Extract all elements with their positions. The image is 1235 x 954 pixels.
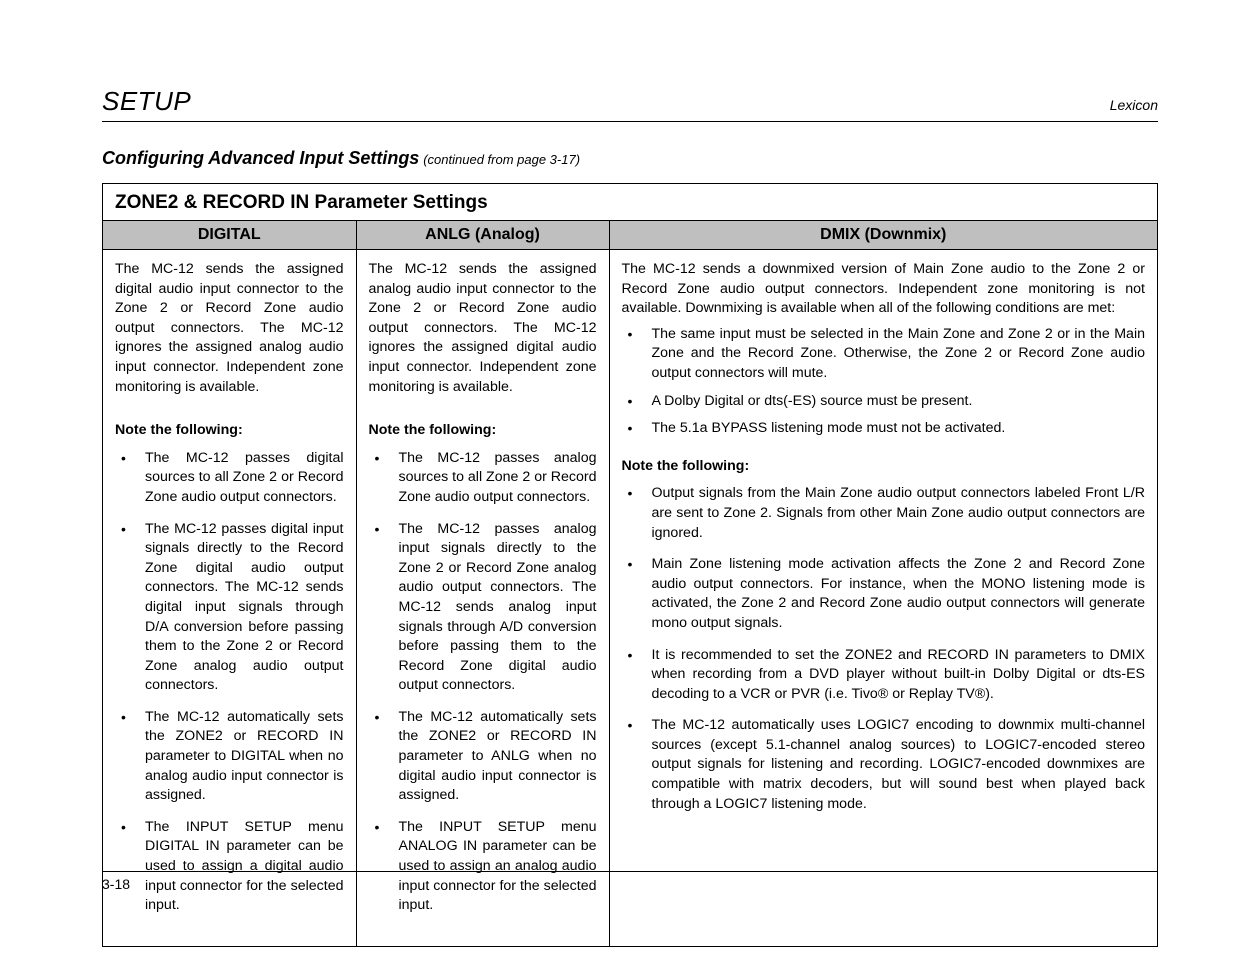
- list-item: The same input must be selected in the M…: [622, 325, 1146, 384]
- col-header-dmix: DMIX (Downmix): [609, 221, 1157, 250]
- dmix-intro: The MC-12 sends a downmixed version of M…: [622, 260, 1146, 319]
- dmix-bullets: Output signals from the Main Zone audio …: [622, 484, 1146, 814]
- settings-table: DIGITAL ANLG (Analog) DMIX (Downmix) The…: [103, 220, 1157, 946]
- cell-analog: The MC-12 sends the assigned analog audi…: [356, 250, 609, 946]
- cell-digital: The MC-12 sends the assigned digital aud…: [103, 250, 356, 946]
- list-item: Main Zone listening mode activation affe…: [622, 555, 1146, 633]
- list-item: The MC-12 automatically sets the ZONE2 o…: [115, 708, 344, 806]
- list-item: The 5.1a BYPASS listening mode must not …: [622, 419, 1146, 439]
- list-item: The MC-12 automatically uses LOGIC7 enco…: [622, 716, 1146, 814]
- col-header-digital: DIGITAL: [103, 221, 356, 250]
- list-item: The MC-12 passes digital input signals d…: [115, 520, 344, 696]
- analog-intro: The MC-12 sends the assigned analog audi…: [369, 260, 597, 397]
- dmix-conditions: The same input must be selected in the M…: [622, 325, 1146, 439]
- list-item: Output signals from the Main Zone audio …: [622, 484, 1146, 543]
- list-item: The MC-12 automatically sets the ZONE2 o…: [369, 708, 597, 806]
- list-item: The INPUT SETUP menu DIGITAL IN paramete…: [115, 818, 344, 916]
- dmix-note-head: Note the following:: [622, 457, 1146, 477]
- list-item: It is recommended to set the ZONE2 and R…: [622, 646, 1146, 705]
- analog-bullets: The MC-12 passes analog sources to all Z…: [369, 449, 597, 916]
- list-item: The INPUT SETUP menu ANALOG IN parameter…: [369, 818, 597, 916]
- subheader: Configuring Advanced Input Settings (con…: [102, 148, 1158, 169]
- brand-label: Lexicon: [1110, 97, 1158, 113]
- list-item: The MC-12 passes digital sources to all …: [115, 449, 344, 508]
- subheader-bold: Configuring Advanced Input Settings: [102, 148, 419, 168]
- subheader-continued: (continued from page 3-17): [423, 152, 580, 167]
- page-header: SETUP Lexicon: [102, 86, 1158, 122]
- digital-note-head: Note the following:: [115, 421, 344, 441]
- analog-note-head: Note the following:: [369, 421, 597, 441]
- page-number: 3-18: [102, 871, 1158, 892]
- digital-bullets: The MC-12 passes digital sources to all …: [115, 449, 344, 916]
- list-item: The MC-12 passes analog input signals di…: [369, 520, 597, 696]
- col-header-analog: ANLG (Analog): [356, 221, 609, 250]
- box-title: ZONE2 & RECORD IN Parameter Settings: [103, 184, 1157, 220]
- cell-dmix: The MC-12 sends a downmixed version of M…: [609, 250, 1157, 946]
- section-title: SETUP: [102, 86, 191, 117]
- list-item: A Dolby Digital or dts(-ES) source must …: [622, 392, 1146, 412]
- settings-box: ZONE2 & RECORD IN Parameter Settings DIG…: [102, 183, 1158, 947]
- list-item: The MC-12 passes analog sources to all Z…: [369, 449, 597, 508]
- digital-intro: The MC-12 sends the assigned digital aud…: [115, 260, 344, 397]
